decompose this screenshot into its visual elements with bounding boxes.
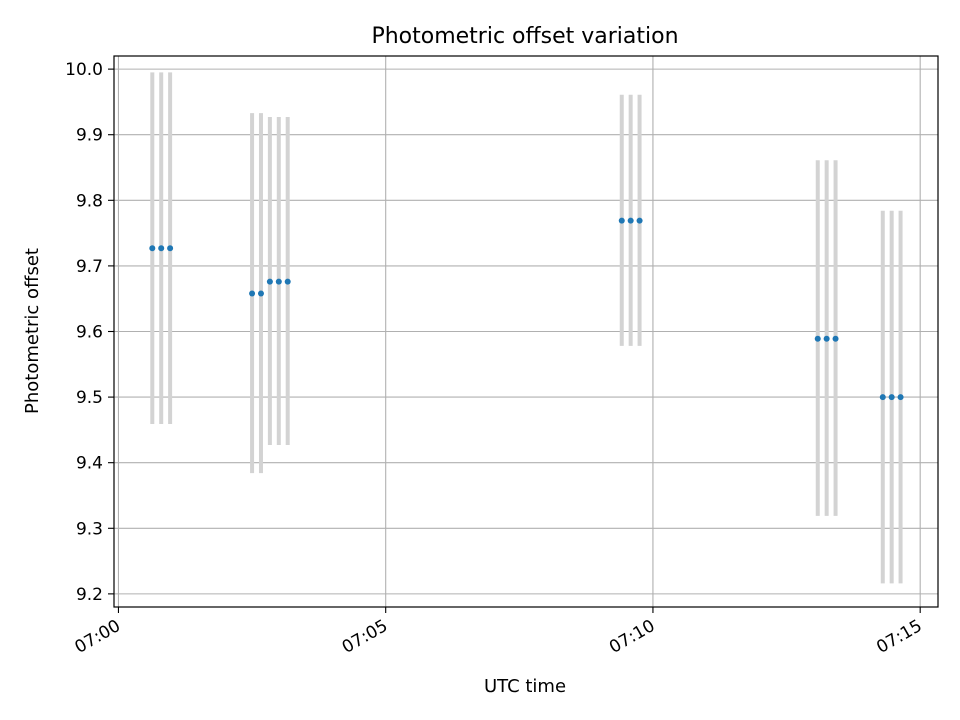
y-tick-label: 9.7 — [76, 257, 103, 277]
data-point — [879, 394, 886, 401]
data-point — [888, 394, 895, 401]
y-tick-label: 9.9 — [76, 126, 103, 146]
y-tick-label: 10.0 — [65, 60, 103, 80]
y-tick-label: 9.2 — [76, 585, 103, 605]
data-point — [636, 217, 643, 224]
chart-title: Photometric offset variation — [371, 24, 678, 49]
y-tick-label: 9.6 — [76, 323, 103, 343]
x-axis-label: UTC time — [484, 676, 566, 697]
data-point — [284, 278, 291, 285]
y-tick-label: 9.4 — [76, 454, 103, 474]
y-tick-label: 9.8 — [76, 191, 103, 211]
y-tick-label: 9.5 — [76, 388, 103, 408]
data-point — [814, 335, 821, 342]
data-point — [275, 278, 282, 285]
data-point — [158, 245, 165, 252]
data-point — [897, 394, 904, 401]
data-point — [149, 245, 156, 252]
data-points — [149, 217, 904, 401]
y-axis: 9.2 9.3 9.4 9.5 9.6 9.7 9.8 9.9 10.0 — [65, 60, 114, 605]
data-point — [167, 245, 174, 252]
data-point — [618, 217, 625, 224]
y-axis-label: Photometric offset — [22, 248, 43, 414]
data-point — [627, 217, 634, 224]
data-point — [832, 335, 839, 342]
data-point — [257, 290, 264, 297]
y-tick-label: 9.3 — [76, 519, 103, 539]
data-point — [266, 278, 273, 285]
data-point — [823, 335, 830, 342]
data-point — [249, 290, 256, 297]
